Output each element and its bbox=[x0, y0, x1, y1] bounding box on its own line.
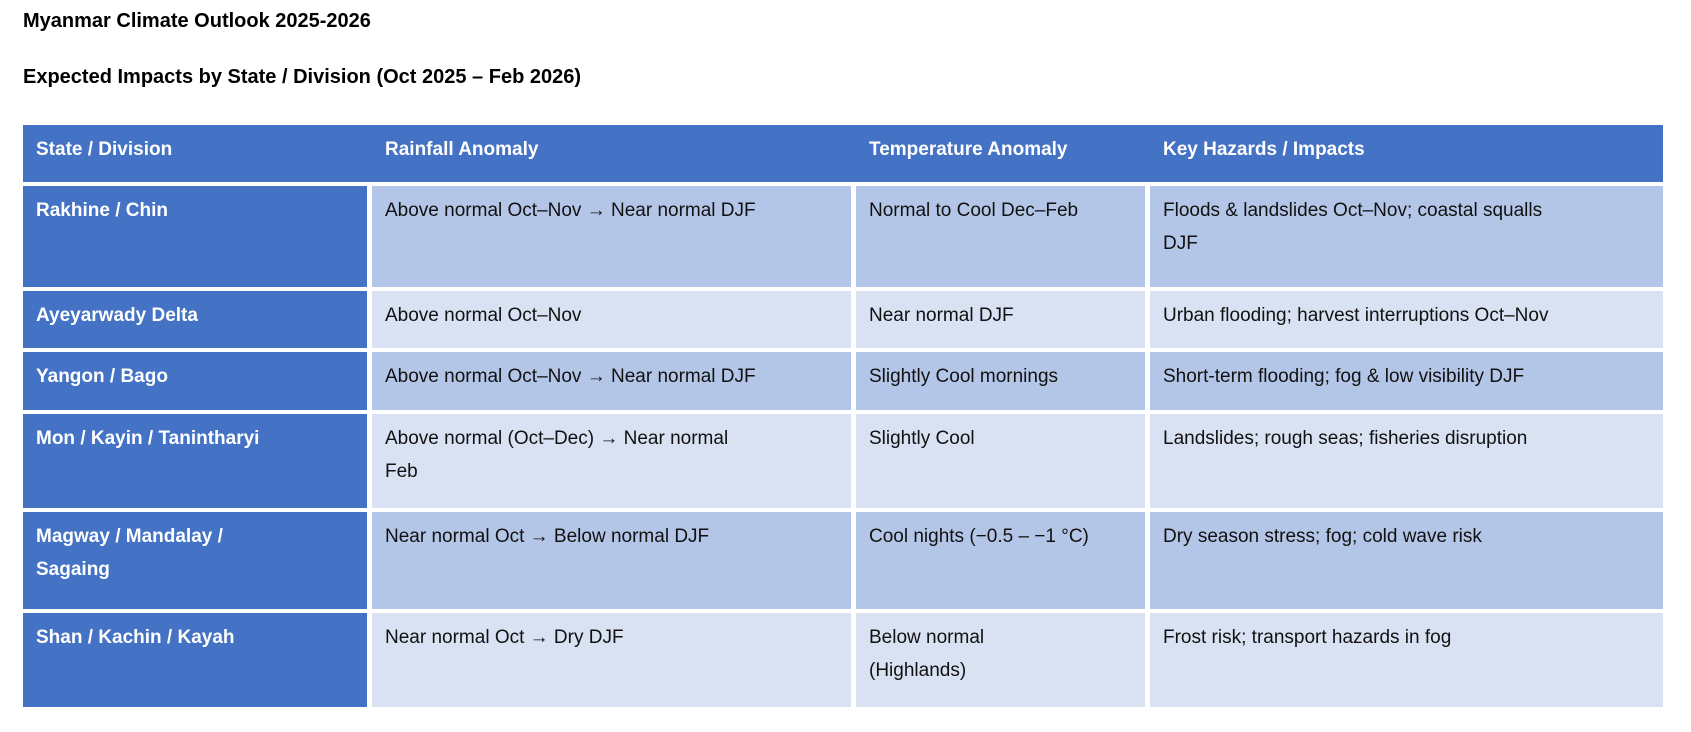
column-header-temperature-anomaly: Temperature Anomaly bbox=[856, 125, 1145, 182]
cell-state-division: Mon / Kayin / Tanintharyi bbox=[23, 414, 367, 508]
section-heading: Expected Impacts by State / Division (Oc… bbox=[23, 66, 581, 88]
cell-rainfall-anomaly: Near normal Oct → Below normal DJF bbox=[372, 512, 851, 609]
cell-temperature-anomaly: Near normal DJF bbox=[856, 291, 1145, 348]
cell-rainfall-anomaly: Above normal (Oct–Dec) → Near normal Feb bbox=[372, 414, 851, 508]
document-page: Myanmar Climate Outlook 2025-2026 Expect… bbox=[23, 10, 1663, 707]
cell-temperature-anomaly: Normal to Cool Dec–Feb bbox=[856, 186, 1145, 287]
cell-temperature-anomaly: Cool nights (−0.5 – −1 °C) bbox=[856, 512, 1145, 609]
cell-key-hazards: Short-term flooding; fog & low visibilit… bbox=[1150, 352, 1663, 410]
impacts-table: State / Division Rainfall Anomaly Temper… bbox=[23, 125, 1663, 707]
cell-key-hazards: Landslides; rough seas; fisheries disrup… bbox=[1150, 414, 1663, 508]
table-row: Rakhine / Chin Above normal Oct–Nov → Nea… bbox=[23, 186, 1663, 287]
cell-temperature-anomaly: Slightly Cool mornings bbox=[856, 352, 1145, 410]
cell-state-division: Magway / Mandalay / Sagaing bbox=[23, 512, 367, 609]
cell-key-hazards: Frost risk; transport hazards in fog bbox=[1150, 613, 1663, 707]
cell-rainfall-anomaly: Above normal Oct–Nov → Near normal DJF bbox=[372, 352, 851, 410]
table-row: Ayeyarwady Delta Above normal Oct–Nov Near… bbox=[23, 291, 1663, 348]
table-row: Shan / Kachin / Kayah Near normal Oct → D… bbox=[23, 613, 1663, 707]
cell-state-division: Shan / Kachin / Kayah bbox=[23, 613, 367, 707]
cell-rainfall-anomaly: Above normal Oct–Nov bbox=[372, 291, 851, 348]
column-header-rainfall-anomaly: Rainfall Anomaly bbox=[372, 125, 851, 182]
document-title: Myanmar Climate Outlook 2025-2026 bbox=[23, 10, 371, 32]
table-row: Mon / Kayin / Tanintharyi Above normal (O… bbox=[23, 414, 1663, 508]
table-header-row: State / Division Rainfall Anomaly Temper… bbox=[23, 125, 1663, 182]
cell-rainfall-anomaly: Above normal Oct–Nov → Near normal DJF bbox=[372, 186, 851, 287]
cell-state-division: Ayeyarwady Delta bbox=[23, 291, 367, 348]
cell-temperature-anomaly: Below normal (Highlands) bbox=[856, 613, 1145, 707]
cell-key-hazards: Floods & landslides Oct–Nov; coastal squ… bbox=[1150, 186, 1663, 287]
table-row: Magway / Mandalay / Sagaing Near normal O… bbox=[23, 512, 1663, 609]
cell-temperature-anomaly: Slightly Cool bbox=[856, 414, 1145, 508]
column-header-state-division: State / Division bbox=[23, 125, 367, 182]
table-body: Rakhine / Chin Above normal Oct–Nov → Nea… bbox=[23, 186, 1663, 707]
cell-state-division: Yangon / Bago bbox=[23, 352, 367, 410]
cell-key-hazards: Dry season stress; fog; cold wave risk bbox=[1150, 512, 1663, 609]
table-row: Yangon / Bago Above normal Oct–Nov → Near… bbox=[23, 352, 1663, 410]
column-header-key-hazards: Key Hazards / Impacts bbox=[1150, 125, 1663, 182]
cell-rainfall-anomaly: Near normal Oct → Dry DJF bbox=[372, 613, 851, 707]
cell-state-division: Rakhine / Chin bbox=[23, 186, 367, 287]
cell-key-hazards: Urban flooding; harvest interruptions Oc… bbox=[1150, 291, 1663, 348]
